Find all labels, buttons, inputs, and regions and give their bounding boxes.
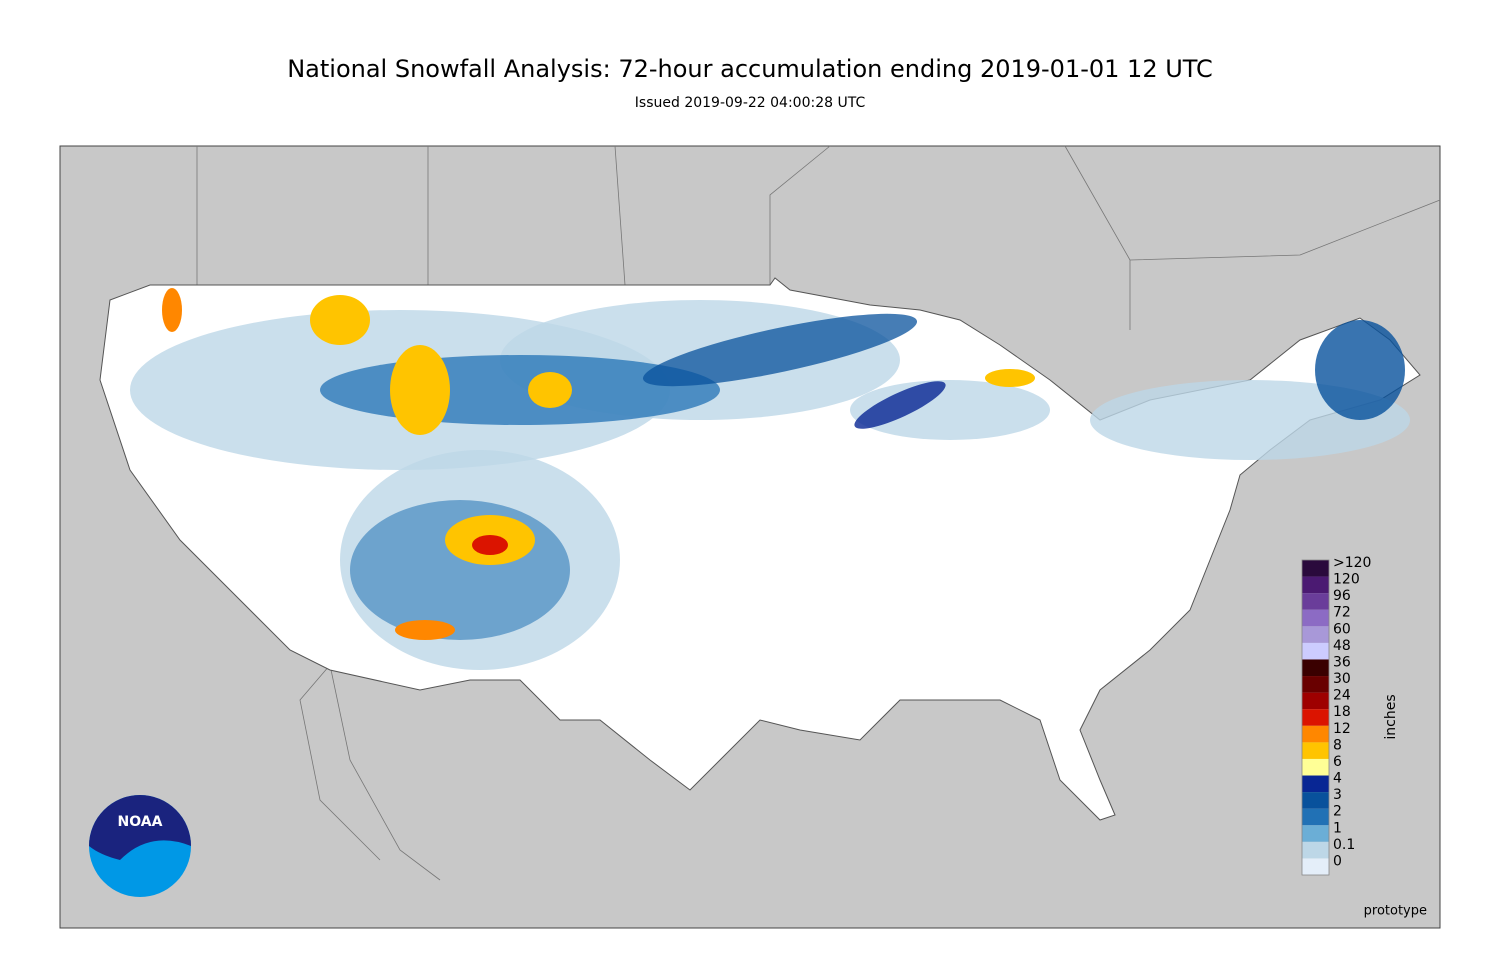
legend-label: 120 — [1333, 572, 1360, 588]
legend-frame — [1301, 559, 1330, 876]
legend-label: 0 — [1333, 853, 1342, 869]
legend-label: 0.1 — [1333, 837, 1355, 853]
legend-swatch — [1302, 742, 1329, 759]
legend-swatch — [1302, 775, 1329, 793]
legend-swatch — [1302, 858, 1329, 875]
legend-label: 24 — [1333, 688, 1351, 704]
legend-label: 3 — [1333, 787, 1342, 803]
legend-swatch — [1302, 560, 1329, 577]
legend-swatch — [1302, 709, 1329, 726]
legend-unit: inches — [1383, 694, 1399, 739]
legend-swatch — [1302, 841, 1329, 859]
snow-cover — [130, 288, 1410, 670]
legend-swatch — [1302, 692, 1329, 710]
legend-label: 18 — [1333, 704, 1351, 720]
legend-swatch — [1302, 609, 1329, 627]
legend-label: 2 — [1333, 804, 1342, 820]
legend-label: >120 — [1333, 555, 1371, 571]
legend-swatch — [1302, 808, 1329, 826]
legend-label: 12 — [1333, 721, 1351, 737]
legend-label: 8 — [1333, 737, 1342, 753]
legend-swatch — [1302, 576, 1329, 594]
legend-swatch — [1302, 825, 1329, 842]
legend-label: 48 — [1333, 638, 1351, 654]
subtitle: Issued 2019-09-22 04:00:28 UTC — [635, 95, 866, 111]
note: prototype — [1364, 904, 1427, 919]
legend-swatch — [1302, 792, 1329, 809]
logo-text: NOAA — [118, 814, 163, 830]
legend-label: 96 — [1333, 588, 1351, 604]
legend-swatch — [1302, 659, 1329, 677]
legend-label: 60 — [1333, 621, 1351, 637]
title: National Snowfall Analysis: 72-hour accu… — [287, 55, 1213, 83]
legend-label: 36 — [1333, 654, 1351, 670]
legend-label: 72 — [1333, 605, 1351, 621]
legend-label: 1 — [1333, 820, 1342, 836]
legend-label: 30 — [1333, 671, 1351, 687]
legend-label: 4 — [1333, 771, 1342, 787]
legend-swatch — [1302, 676, 1329, 693]
legend-swatch — [1302, 725, 1329, 743]
borders-outside — [196, 145, 1441, 881]
legend-swatch — [1302, 758, 1329, 776]
legend-swatch — [1302, 593, 1329, 610]
noaa-logo: NOAA — [89, 795, 191, 897]
legend-swatch — [1302, 642, 1329, 660]
legend-swatch — [1302, 626, 1329, 643]
legend-label: 6 — [1333, 754, 1342, 770]
